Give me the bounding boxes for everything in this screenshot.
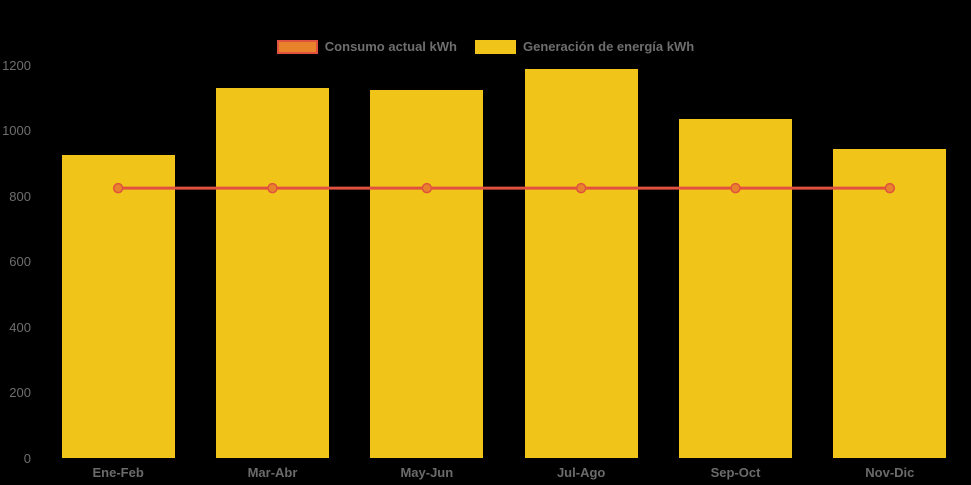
y-axis-tick-600: 600 [9,254,31,270]
y-axis-tick-0: 0 [23,450,31,466]
legend-swatch-line-series [276,40,318,54]
y-axis-tick-1000: 1000 [2,123,31,139]
legend-label-consumo-actual: Consumo actual kWh [324,39,457,54]
bar-may-jun[interactable] [370,90,484,458]
x-axis-label-nov-dic: Nov-Dic [865,465,915,480]
x-axis-label-ene-feb: Ene-Feb [92,465,144,480]
y-axis-tick-400: 400 [9,319,31,335]
bar-nov-dic[interactable] [833,148,947,458]
x-axis-label-mar-abr: Mar-Abr [247,465,298,480]
x-axis-label-may-jun: May-Jun [400,465,454,480]
legend-swatch-bar-series [474,40,516,54]
bar-mar-abr[interactable] [216,88,329,458]
legend: Consumo actual kWh Generación de energía… [0,40,971,54]
x-axis-label-sep-oct: Sep-Oct [710,465,761,480]
x-axis-label-jul-ago: Jul-Ago [556,465,606,480]
y-axis-tick-800: 800 [9,188,31,204]
legend-item-generacion-energia[interactable]: Generación de energía kWh [474,39,695,54]
y-axis-tick-1200: 1200 [2,58,31,73]
legend-label-generacion-energia: Generación de energía kWh [522,39,695,54]
bar-jul-ago[interactable] [524,68,638,458]
bar-ene-feb[interactable] [61,155,175,458]
bar-sep-oct[interactable] [679,119,792,458]
y-axis-tick-200: 200 [9,385,31,401]
legend-item-consumo-actual[interactable]: Consumo actual kWh [276,39,457,54]
